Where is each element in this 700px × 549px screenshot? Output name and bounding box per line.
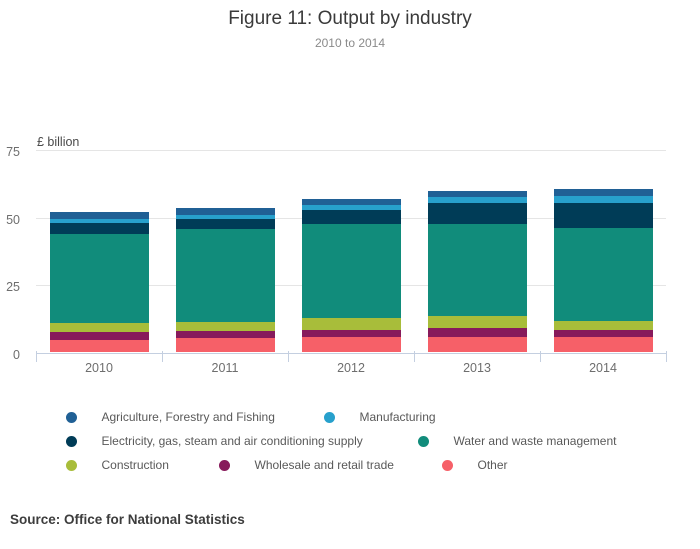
bar-segment (301, 336, 401, 353)
bar-segment (301, 224, 401, 318)
bar-segment (301, 329, 401, 337)
legend-marker-icon (65, 435, 77, 447)
chart-title: Figure 11: Output by industry (228, 8, 472, 29)
bar-segment (49, 218, 149, 223)
x-axis-tick (540, 350, 541, 362)
legend-marker-icon (323, 411, 335, 423)
chart-subtitle: 2010 to 2014 (314, 36, 386, 50)
bar-segment (427, 202, 527, 225)
bar-segment (553, 321, 653, 331)
bar-segment (553, 202, 653, 229)
x-tick-label-2011: 2011 (211, 361, 239, 375)
bar-segment (427, 316, 527, 329)
legend-item-label: Electricity, gas, steam and air conditio… (101, 434, 363, 448)
bar-segment (301, 204, 401, 210)
bar-segment (553, 195, 653, 203)
legend-item[interactable]: Electricity, gas, steam and air conditio… (65, 434, 363, 448)
bar-segment (49, 339, 149, 353)
y-tick-label-50: 50 (6, 212, 20, 227)
x-axis-line (36, 352, 666, 354)
legend-item-label: Agriculture, Forestry and Fishing (101, 410, 275, 424)
bar-segment (427, 328, 527, 338)
bar-segment (427, 224, 527, 317)
legend-item-label: Manufacturing (359, 410, 436, 424)
x-axis-tick (666, 350, 667, 362)
y-tick-label-0: 0 (13, 347, 20, 362)
bar-segment (49, 322, 149, 333)
source-note: Source: Office for National Statistics (10, 512, 245, 527)
bar-segment (49, 233, 149, 323)
bar-segment (553, 188, 653, 196)
legend-item[interactable]: Manufacturing (323, 410, 436, 424)
bar-segment (49, 332, 149, 340)
bar-segment (301, 198, 401, 205)
x-tick-label-2013: 2013 (463, 361, 491, 375)
legend-item[interactable]: Wholesale and retail trade (218, 458, 394, 472)
bar-segment (553, 228, 653, 322)
bar-segment (49, 222, 149, 234)
y-tick-label-25: 25 (6, 280, 20, 294)
legend-marker-icon (417, 435, 429, 447)
bar-segment (175, 337, 275, 353)
x-axis-tick (36, 350, 37, 362)
bar-segment (49, 212, 149, 219)
gridline-75 (36, 150, 666, 151)
legend-marker-icon (218, 459, 230, 471)
bar-segment (427, 190, 527, 197)
legend-item[interactable]: Construction (65, 458, 169, 472)
bar-segment (175, 215, 275, 220)
x-tick-label-2012: 2012 (337, 361, 365, 375)
x-axis-tick (288, 350, 289, 362)
bar-segment (175, 321, 275, 332)
x-axis-tick (162, 350, 163, 362)
legend-item-label: Water and waste management (453, 434, 617, 448)
bar-segment (175, 331, 275, 338)
bar-segment (553, 330, 653, 338)
x-tick-label-2010: 2010 (85, 361, 113, 375)
bar-segment (175, 208, 275, 216)
legend-item[interactable]: Agriculture, Forestry and Fishing (65, 410, 275, 424)
bar-segment (301, 209, 401, 225)
legend-item-label: Wholesale and retail trade (254, 458, 394, 472)
x-axis-tick (414, 350, 415, 362)
bar-segment (175, 229, 275, 322)
legend-marker-icon (65, 459, 77, 471)
bar-segment (301, 317, 401, 330)
bar-segment (553, 337, 653, 353)
legend-item-label: Construction (101, 458, 169, 472)
y-tick-label-75: 75 (6, 145, 20, 159)
bar-segment (175, 219, 275, 230)
legend-marker-icon (441, 459, 453, 471)
legend-marker-icon (65, 411, 77, 423)
x-tick-label-2014: 2014 (589, 361, 617, 375)
bar-segment (427, 196, 527, 203)
bar-segment (427, 337, 527, 353)
legend-item[interactable]: Other (441, 458, 508, 472)
legend-item-label: Other (477, 458, 508, 472)
legend-item[interactable]: Water and waste management (417, 434, 617, 448)
y-axis-title: £ billion (37, 135, 80, 149)
